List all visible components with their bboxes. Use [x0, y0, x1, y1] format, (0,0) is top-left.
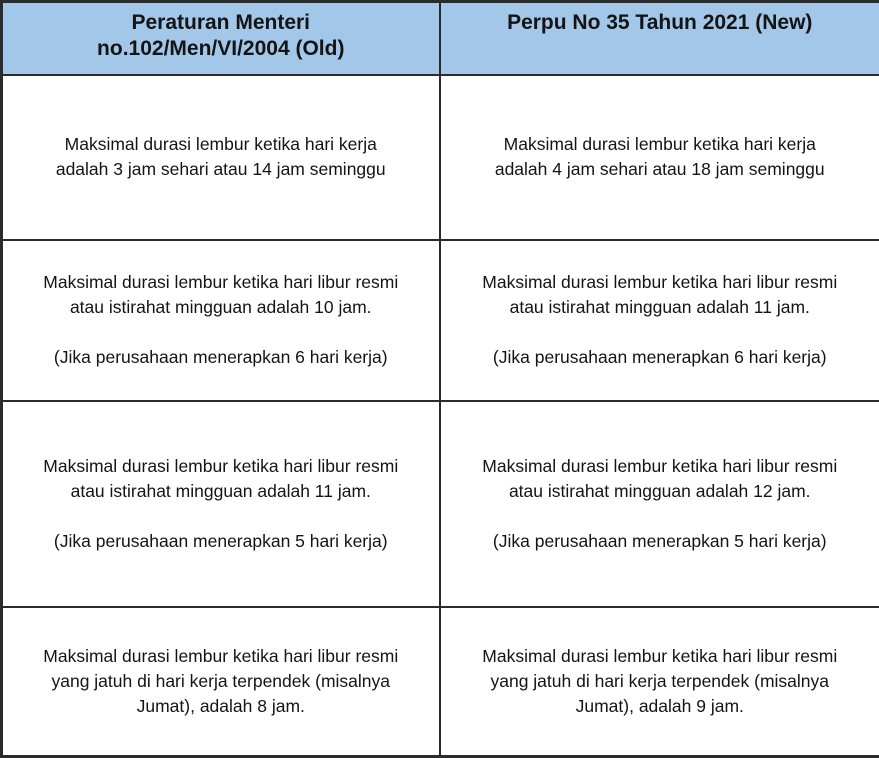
table-row-shortest-workday-overtime: Maksimal durasi lembur ketika hari libur… [2, 607, 879, 757]
cell-holiday-overtime-6days-new: Maksimal durasi lembur ketika hari libur… [440, 240, 879, 401]
cell-shortest-workday-overtime-new: Maksimal durasi lembur ketika hari libur… [440, 607, 879, 757]
header-new-regulation: Perpu No 35 Tahun 2021 (New) [440, 2, 879, 75]
cell-shortest-workday-overtime-old: Maksimal durasi lembur ketika hari libur… [2, 607, 440, 757]
cell-workday-overtime-new: Maksimal durasi lembur ketika hari kerja… [440, 75, 879, 240]
header-old-regulation: Peraturan Menteri no.102/Men/VI/2004 (Ol… [2, 2, 440, 75]
cell-holiday-overtime-5days-old: Maksimal durasi lembur ketika hari libur… [2, 401, 440, 607]
table-header-row: Peraturan Menteri no.102/Men/VI/2004 (Ol… [2, 2, 879, 75]
cell-workday-overtime-old: Maksimal durasi lembur ketika hari kerja… [2, 75, 440, 240]
table-row-holiday-overtime-6days: Maksimal durasi lembur ketika hari libur… [2, 240, 879, 401]
cell-holiday-overtime-5days-new: Maksimal durasi lembur ketika hari libur… [440, 401, 879, 607]
table-row-holiday-overtime-5days: Maksimal durasi lembur ketika hari libur… [2, 401, 879, 607]
cell-holiday-overtime-6days-old: Maksimal durasi lembur ketika hari libur… [2, 240, 440, 401]
table-row-workday-overtime: Maksimal durasi lembur ketika hari kerja… [2, 75, 879, 240]
